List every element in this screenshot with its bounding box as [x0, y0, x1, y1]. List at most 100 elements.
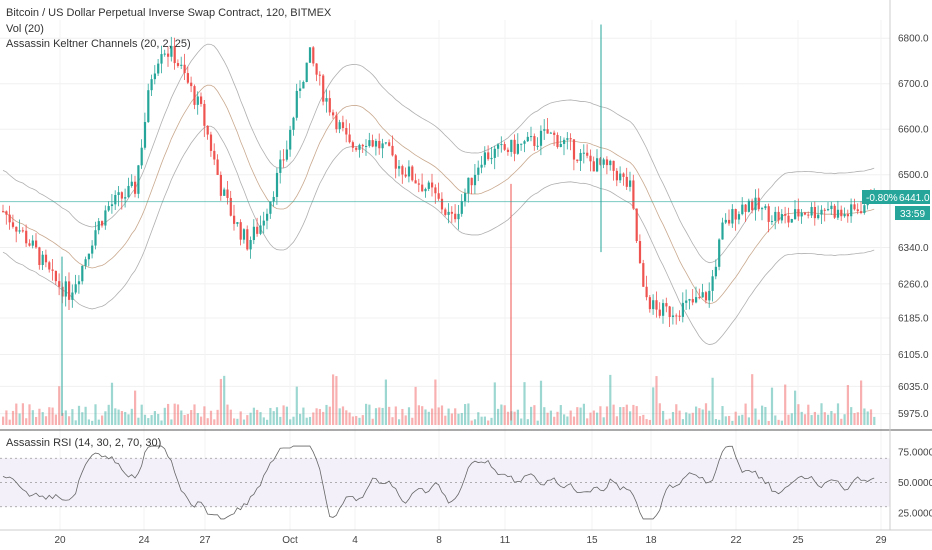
volume-bar	[25, 418, 28, 425]
candle-body	[803, 212, 807, 215]
candle-body	[252, 226, 255, 241]
candle-body	[506, 149, 510, 152]
time-tick-label: Oct	[282, 535, 298, 546]
candle-body	[741, 204, 744, 215]
volume-bar	[685, 412, 688, 425]
volume-bar	[292, 416, 295, 425]
volume-bar	[391, 417, 394, 425]
candle-body	[440, 198, 444, 210]
volume-bar	[539, 380, 543, 425]
volume-bar	[784, 384, 787, 425]
candle-body	[434, 187, 437, 194]
volume-bar	[787, 414, 790, 425]
volume-bar	[731, 420, 734, 425]
volume-bar	[869, 409, 873, 425]
volume-bar	[160, 420, 163, 425]
candle-body	[226, 189, 229, 198]
volume-bars	[2, 374, 876, 425]
volume-bar	[506, 411, 510, 425]
candle-body	[671, 315, 675, 318]
volume-bar	[454, 408, 457, 425]
volume-bar	[734, 411, 737, 425]
candle-body	[761, 208, 764, 210]
volume-bar	[794, 390, 797, 425]
candle-body	[447, 211, 450, 215]
candle-body	[358, 144, 361, 150]
timer-badge-text: 33:59	[900, 209, 925, 220]
candle-body	[282, 159, 285, 161]
time-tick-label: 22	[730, 535, 742, 546]
volume-bar	[543, 407, 546, 425]
volume-bar	[615, 416, 618, 425]
volume-bar	[252, 407, 255, 425]
volume-bar	[477, 412, 480, 425]
volume-bar	[302, 407, 305, 425]
candle-body	[592, 161, 595, 172]
candle-body	[223, 189, 226, 196]
candle-body	[553, 132, 556, 135]
candle-body	[11, 222, 15, 227]
price-axis: 6800.0 6700.0 6600.0 6500.0 6340.0 6260.0 6185…	[898, 34, 929, 420]
volume-bar	[860, 380, 863, 425]
candle-body	[163, 53, 166, 55]
candle-body	[272, 196, 275, 202]
volume-bar	[599, 406, 602, 425]
candle-body	[176, 63, 180, 66]
volume-bar	[662, 410, 665, 425]
candle-body	[101, 221, 104, 226]
candle-body	[94, 230, 97, 246]
candle-body	[302, 81, 305, 89]
volume-bar	[54, 414, 57, 425]
keltner-middle-band	[2, 84, 875, 305]
volume-bar	[414, 386, 417, 425]
volume-bar	[384, 379, 387, 425]
volume-bar	[266, 419, 269, 425]
price-tick-label: 5975.0	[898, 409, 929, 420]
candle-body	[856, 209, 859, 212]
volume-bar	[71, 409, 74, 425]
candle-body	[249, 240, 252, 250]
candle-body	[576, 159, 579, 161]
volume-bar	[157, 413, 160, 425]
candle-body	[520, 143, 523, 145]
candle-body	[421, 184, 424, 192]
volume-bar	[460, 412, 463, 425]
candle-body	[341, 122, 345, 129]
volume-bar	[563, 414, 566, 425]
candle-body	[563, 139, 566, 144]
candle-body	[124, 197, 127, 199]
volume-bar	[147, 418, 150, 425]
candle-body	[77, 281, 81, 285]
price-tick-label: 6185.0	[898, 314, 929, 325]
candle-body	[777, 211, 780, 221]
time-tick-label: 25	[792, 535, 804, 546]
volume-bar	[351, 416, 354, 425]
candle-body	[685, 300, 688, 303]
volume-bar	[866, 411, 869, 425]
volume-bar	[315, 408, 318, 425]
candle-body	[810, 206, 813, 216]
candle-body	[335, 115, 338, 130]
volume-bar	[186, 413, 189, 425]
volume-bar	[483, 416, 486, 425]
candle-body	[721, 222, 724, 240]
candle-body	[378, 140, 381, 149]
volume-bar	[546, 412, 549, 425]
volume-bar	[790, 413, 793, 425]
volume-bar	[312, 412, 315, 425]
candle-body	[28, 243, 31, 246]
candle-body	[318, 74, 321, 76]
candle-body	[500, 144, 503, 146]
volume-bar	[341, 406, 345, 425]
candle-body	[351, 142, 354, 148]
volume-bar	[275, 407, 279, 425]
volume-bar	[596, 412, 599, 425]
volume-bar	[229, 409, 232, 425]
volume-bar	[242, 419, 246, 425]
candle-body	[117, 192, 120, 195]
volume-bar	[516, 409, 519, 425]
candle-body	[114, 194, 117, 205]
volume-bar	[137, 417, 140, 425]
volume-bar	[285, 406, 288, 425]
